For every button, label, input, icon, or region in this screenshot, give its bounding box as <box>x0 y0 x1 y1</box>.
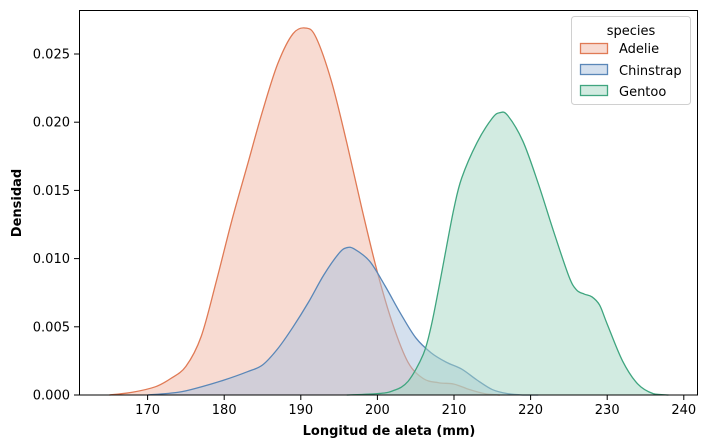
x-tick-label: 220 <box>518 403 543 418</box>
chinstrap-density-area <box>147 247 539 395</box>
gentoo-swatch-icon <box>579 84 609 97</box>
chinstrap-swatch-icon <box>579 63 609 76</box>
y-tick-label: 0.005 <box>33 320 70 335</box>
gentoo-density-area <box>346 112 669 395</box>
x-tick-label: 170 <box>135 403 160 418</box>
adelie-density-area <box>109 27 500 395</box>
y-axis-title: Densidad <box>10 169 25 237</box>
legend-item-gentoo: Gentoo <box>579 84 666 100</box>
legend-box <box>571 16 691 105</box>
gentoo-density-line <box>346 111 669 396</box>
x-tick-label: 180 <box>212 403 237 418</box>
y-tick-label: 0.020 <box>33 116 70 131</box>
x-tick-label: 240 <box>671 403 696 418</box>
x-axis: 170 180 190 200 210 220 230 240 <box>135 395 696 418</box>
y-tick-label: 0.000 <box>33 389 70 404</box>
legend-title: species <box>607 24 656 39</box>
legend-item-adelie: Adelie <box>579 42 659 57</box>
x-axis-title: Longitud de aleta (mm) <box>303 424 476 439</box>
legend-label-gentoo: Gentoo <box>619 85 666 100</box>
x-tick-label: 210 <box>442 403 467 418</box>
axes-frame <box>79 10 698 396</box>
x-tick-label: 190 <box>288 403 313 418</box>
x-tick-label: 200 <box>365 403 390 418</box>
y-tick-label: 0.010 <box>33 252 70 267</box>
legend: species Adelie Chinstrap Gentoo <box>571 16 691 105</box>
legend-item-chinstrap: Chinstrap <box>579 63 682 79</box>
legend-label-chinstrap: Chinstrap <box>619 64 682 79</box>
y-axis: 0.000 0.005 0.010 0.015 0.020 0.025 <box>33 48 80 404</box>
legend-label-adelie: Adelie <box>619 42 659 57</box>
y-tick-label: 0.025 <box>33 48 70 63</box>
y-tick-label: 0.015 <box>33 184 70 199</box>
adelie-swatch-icon <box>579 42 609 55</box>
plot-area <box>109 27 669 396</box>
x-tick-label: 230 <box>595 403 620 418</box>
